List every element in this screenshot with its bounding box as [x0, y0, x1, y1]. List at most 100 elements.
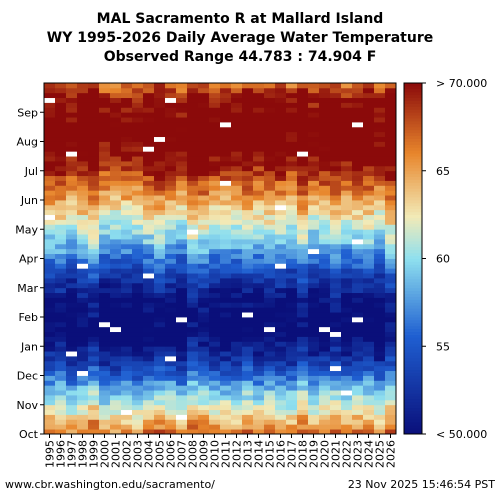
colorbar-tick-label: 60	[436, 253, 450, 266]
heatmap-cell	[330, 161, 342, 167]
heatmap-cell	[363, 356, 375, 362]
heatmap-cell	[330, 321, 342, 328]
heatmap-cell	[165, 321, 177, 328]
heatmap-cell	[264, 404, 276, 411]
heatmap-cell	[264, 214, 276, 220]
heatmap-cell	[374, 258, 386, 264]
heatmap-cell	[165, 429, 177, 435]
colorbar-segment	[404, 109, 422, 113]
heatmap-cell	[198, 365, 210, 372]
heatmap-cell	[187, 204, 199, 211]
heatmap-cell	[99, 375, 111, 381]
heatmap-cell	[77, 97, 89, 103]
heatmap-cell	[275, 429, 287, 435]
colorbar-segment	[404, 395, 422, 400]
heatmap-cell	[88, 146, 100, 152]
heatmap-cell	[363, 209, 375, 216]
heatmap-cell	[110, 429, 122, 435]
heatmap-cell	[275, 131, 287, 138]
heatmap-cell	[363, 258, 375, 264]
heatmap-cell	[88, 370, 100, 376]
heatmap-cell	[297, 360, 309, 367]
heatmap-cell	[308, 151, 320, 157]
colorbar-segment	[404, 281, 422, 286]
heatmap-cell	[165, 356, 177, 362]
heatmap-cell	[275, 336, 287, 342]
heatmap-cell	[264, 243, 276, 250]
heatmap-cell	[231, 341, 243, 347]
heatmap-cell	[374, 156, 386, 162]
heatmap-cell	[165, 297, 177, 303]
heatmap-cell	[165, 117, 177, 123]
heatmap-cell	[330, 156, 342, 162]
heatmap-cell	[99, 151, 111, 157]
heatmap-cell	[220, 287, 232, 294]
heatmap-cell	[132, 341, 144, 347]
heatmap-cell	[385, 131, 397, 138]
heatmap-cell	[352, 248, 364, 255]
heatmap-cell	[198, 107, 210, 113]
heatmap-cell	[286, 185, 298, 191]
heatmap-cell	[220, 185, 232, 191]
heatmap-cell	[297, 102, 309, 108]
heatmap-cell	[44, 399, 56, 406]
heatmap-cell	[385, 112, 397, 118]
colorbar-segment	[404, 293, 422, 297]
heatmap-cell	[275, 395, 287, 401]
heatmap-cell	[341, 190, 353, 196]
heatmap-cell	[176, 185, 188, 191]
heatmap-cell	[308, 351, 320, 357]
heatmap-cell	[165, 180, 177, 186]
heatmap-cell	[220, 126, 232, 133]
heatmap-cell	[44, 243, 56, 250]
heatmap-cell	[77, 180, 89, 186]
heatmap-cell	[341, 165, 353, 172]
heatmap-cell	[308, 346, 320, 352]
heatmap-cell	[374, 131, 386, 138]
heatmap-cell	[242, 380, 254, 386]
heatmap-cell	[308, 156, 320, 162]
colorbar-segment	[404, 352, 422, 356]
heatmap-cell	[66, 190, 78, 196]
footer-url: www.cbr.washington.edu/sacramento/	[5, 478, 215, 491]
heatmap-cell	[88, 219, 100, 225]
heatmap-cell	[209, 351, 221, 357]
heatmap-cell	[352, 131, 364, 138]
heatmap-cell	[154, 87, 166, 94]
heatmap-cell	[385, 424, 397, 430]
heatmap-cell	[352, 282, 364, 289]
heatmap-cell	[198, 175, 210, 181]
heatmap-cell	[44, 195, 56, 201]
heatmap-cell	[308, 239, 320, 245]
colorbar-segment	[404, 106, 422, 110]
heatmap-cell	[88, 385, 100, 391]
heatmap-cell	[99, 307, 111, 313]
heatmap-cell	[374, 346, 386, 352]
heatmap-cell	[308, 248, 320, 255]
heatmap-cell	[385, 190, 397, 196]
heatmap-cell	[143, 97, 155, 103]
heatmap-cell	[55, 395, 67, 401]
heatmap-cell	[55, 131, 67, 138]
heatmap-cell	[44, 248, 56, 255]
heatmap-cell	[286, 282, 298, 289]
heatmap-cell	[253, 331, 265, 337]
heatmap-cell	[209, 229, 221, 235]
heatmap-cell	[253, 419, 265, 425]
heatmap-cell	[385, 414, 397, 420]
heatmap-cell	[187, 404, 199, 411]
heatmap-cell	[341, 302, 353, 308]
heatmap-cell	[385, 263, 397, 269]
heatmap-cell	[220, 229, 232, 235]
heatmap-cell	[330, 302, 342, 308]
heatmap-cell	[220, 370, 232, 376]
heatmap-cell	[143, 380, 155, 386]
heatmap-cell	[121, 185, 133, 191]
heatmap-cell	[330, 92, 342, 99]
heatmap-cell	[165, 219, 177, 225]
heatmap-cell	[297, 185, 309, 191]
heatmap-cell	[231, 419, 243, 425]
heatmap-cell	[132, 409, 144, 415]
heatmap-cell	[242, 107, 254, 113]
heatmap-cell	[154, 141, 166, 147]
